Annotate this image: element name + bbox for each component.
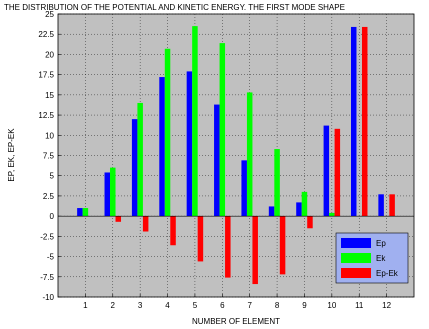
chart-title: THE DISTRIBUTION OF THE POTENTIAL AND KI… <box>4 3 345 12</box>
bar-ep-ek-9 <box>307 216 313 229</box>
bar-ep-7 <box>241 160 247 217</box>
y-tick-label: 2.5 <box>43 192 55 201</box>
x-axis-label: NUMBER OF ELEMENT <box>192 317 280 326</box>
bar-ep-2 <box>104 172 111 217</box>
y-tick-label: 7.5 <box>43 152 55 161</box>
legend-swatch <box>341 268 371 278</box>
bar-ep-ek-5 <box>197 216 204 262</box>
legend-label: Ep <box>376 239 386 248</box>
x-tick-label: 8 <box>275 301 280 310</box>
bar-ep-11 <box>350 26 357 217</box>
bar-ep-ek-10 <box>334 128 341 217</box>
bar-ek-7 <box>246 92 253 217</box>
bar-ek-1 <box>82 208 89 217</box>
bar-ep-12 <box>378 194 384 217</box>
bar-ek-5 <box>192 26 198 217</box>
bar-ep-3 <box>131 119 138 217</box>
bar-ep-9 <box>296 202 302 217</box>
x-tick-label: 11 <box>355 301 364 310</box>
x-tick-label: 12 <box>382 301 391 310</box>
legend-swatch <box>341 238 371 248</box>
bar-ep-5 <box>186 71 193 217</box>
bar-ep-6 <box>214 104 220 217</box>
y-axis-label: EP, EK, EP-EK <box>7 128 16 182</box>
bar-ek-10 <box>329 212 335 217</box>
legend-swatch <box>341 253 371 263</box>
x-tick-label: 1 <box>83 301 88 310</box>
bar-ep-4 <box>159 77 165 217</box>
bar-ek-9 <box>301 191 308 217</box>
bar-ep-ek-4 <box>170 216 176 246</box>
y-tick-label: 22.5 <box>38 30 54 39</box>
bar-ek-3 <box>137 102 143 217</box>
x-axis: 1 2 3 4 5 6 7 8 9 10 11 12 <box>83 294 392 310</box>
bar-ep-ek-8 <box>279 216 286 275</box>
y-tick-label: 12.5 <box>38 111 54 120</box>
y-tick-label: 10 <box>45 131 54 140</box>
y-tick-label: -10 <box>42 293 54 302</box>
y-tick-label: -2.5 <box>40 232 54 241</box>
bar-ek-6 <box>219 43 226 217</box>
x-tick-label: 3 <box>138 301 143 310</box>
y-tick-label: 17.5 <box>38 71 54 80</box>
x-tick-label: 9 <box>302 301 307 310</box>
y-tick-label: 25 <box>45 10 54 19</box>
x-tick-label: 5 <box>193 301 198 310</box>
x-tick-label: 4 <box>165 301 170 310</box>
bar-ep-ek-3 <box>142 216 149 232</box>
y-tick-label: 5 <box>50 172 55 181</box>
legend: Ep Ek Ep-Ek <box>335 232 409 284</box>
y-tick-label: -7.5 <box>40 273 54 282</box>
legend-label: Ek <box>376 254 386 263</box>
y-tick-label: 15 <box>45 91 54 100</box>
bar-ek-4 <box>164 48 171 217</box>
legend-label: Ep-Ek <box>376 269 399 278</box>
bar-ep-ek-6 <box>225 216 231 278</box>
x-tick-label: 10 <box>327 301 336 310</box>
bar-ep-ek-11 <box>361 26 368 217</box>
bar-ek-2 <box>110 167 116 217</box>
y-tick-label: -5 <box>47 253 55 262</box>
y-tick-label: 20 <box>45 50 54 59</box>
bar-ep-8 <box>268 206 275 217</box>
y-tick-label: 0 <box>50 212 55 221</box>
bar-ep-1 <box>77 208 83 217</box>
bars <box>77 26 395 285</box>
x-tick-label: 2 <box>111 301 116 310</box>
bar-ep-ek-2 <box>115 216 122 222</box>
x-tick-label: 7 <box>247 301 252 310</box>
bar-ep-10 <box>323 125 330 217</box>
bar-ep-ek-12 <box>389 194 395 217</box>
y-axis: -10 -7.5 -5 -2.5 0 2.5 5 7.5 10 12.5 15 17.5 20 22.5 2… <box>38 10 61 302</box>
bar-ek-8 <box>274 149 280 217</box>
bar-ep-ek-7 <box>252 216 258 285</box>
x-tick-label: 6 <box>220 301 225 310</box>
